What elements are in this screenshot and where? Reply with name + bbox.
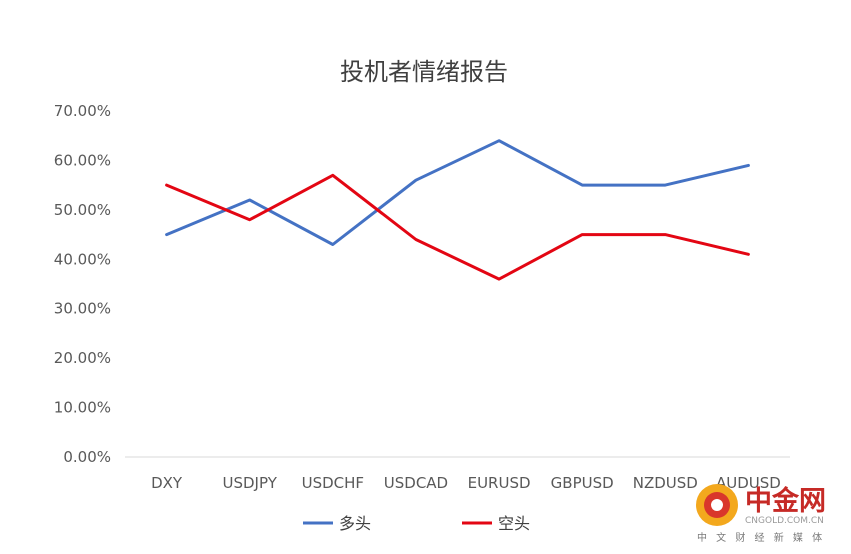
y-tick-label: 30.00% — [54, 300, 111, 318]
x-tick-label: USDJPY — [223, 474, 278, 492]
logo-mark-center — [711, 499, 723, 511]
y-tick-label: 20.00% — [54, 349, 111, 367]
x-tick-label: USDCHF — [302, 474, 364, 492]
legend-label: 多头 — [339, 514, 371, 533]
watermark-url: CNGOLD.COM.CN — [745, 516, 824, 526]
x-tick-label: GBPUSD — [551, 474, 614, 492]
series-line-0 — [165, 139, 750, 246]
y-tick-label: 70.00% — [54, 102, 111, 120]
y-tick-label: 50.00% — [54, 201, 111, 219]
x-tick-label: NZDUSD — [633, 474, 698, 492]
x-axis: DXY USDJPY USDCHF USDCAD EURUSD GBPUSD NZDUSD A… — [125, 456, 790, 492]
legend: 多头 空头 — [303, 514, 530, 533]
x-tick-label: DXY — [151, 474, 183, 492]
y-tick-label: 10.00% — [54, 399, 111, 417]
watermark-logo: 中金网 CNGOLD.COM.CN 中 文 财 经 新 媒 体 — [696, 484, 826, 544]
y-tick-label: 40.00% — [54, 250, 111, 268]
y-tick-label: 0.00% — [63, 448, 111, 466]
series-line-1 — [165, 173, 750, 281]
series-layer — [165, 139, 750, 281]
watermark-name: 中金网 — [745, 485, 826, 517]
watermark-slogan: 中 文 财 经 新 媒 体 — [697, 531, 825, 544]
x-tick-label: USDCAD — [384, 474, 448, 492]
legend-label: 空头 — [498, 514, 530, 533]
chart-title: 投机者情绪报告 — [340, 58, 508, 86]
y-axis: 0.00% 10.00% 20.00% 30.00% 40.00% 50.00% 60.00… — [54, 102, 111, 466]
y-tick-label: 60.00% — [54, 151, 111, 169]
x-tick-label: AUDUSD — [716, 474, 781, 492]
x-tick-label: EURUSD — [468, 474, 531, 492]
